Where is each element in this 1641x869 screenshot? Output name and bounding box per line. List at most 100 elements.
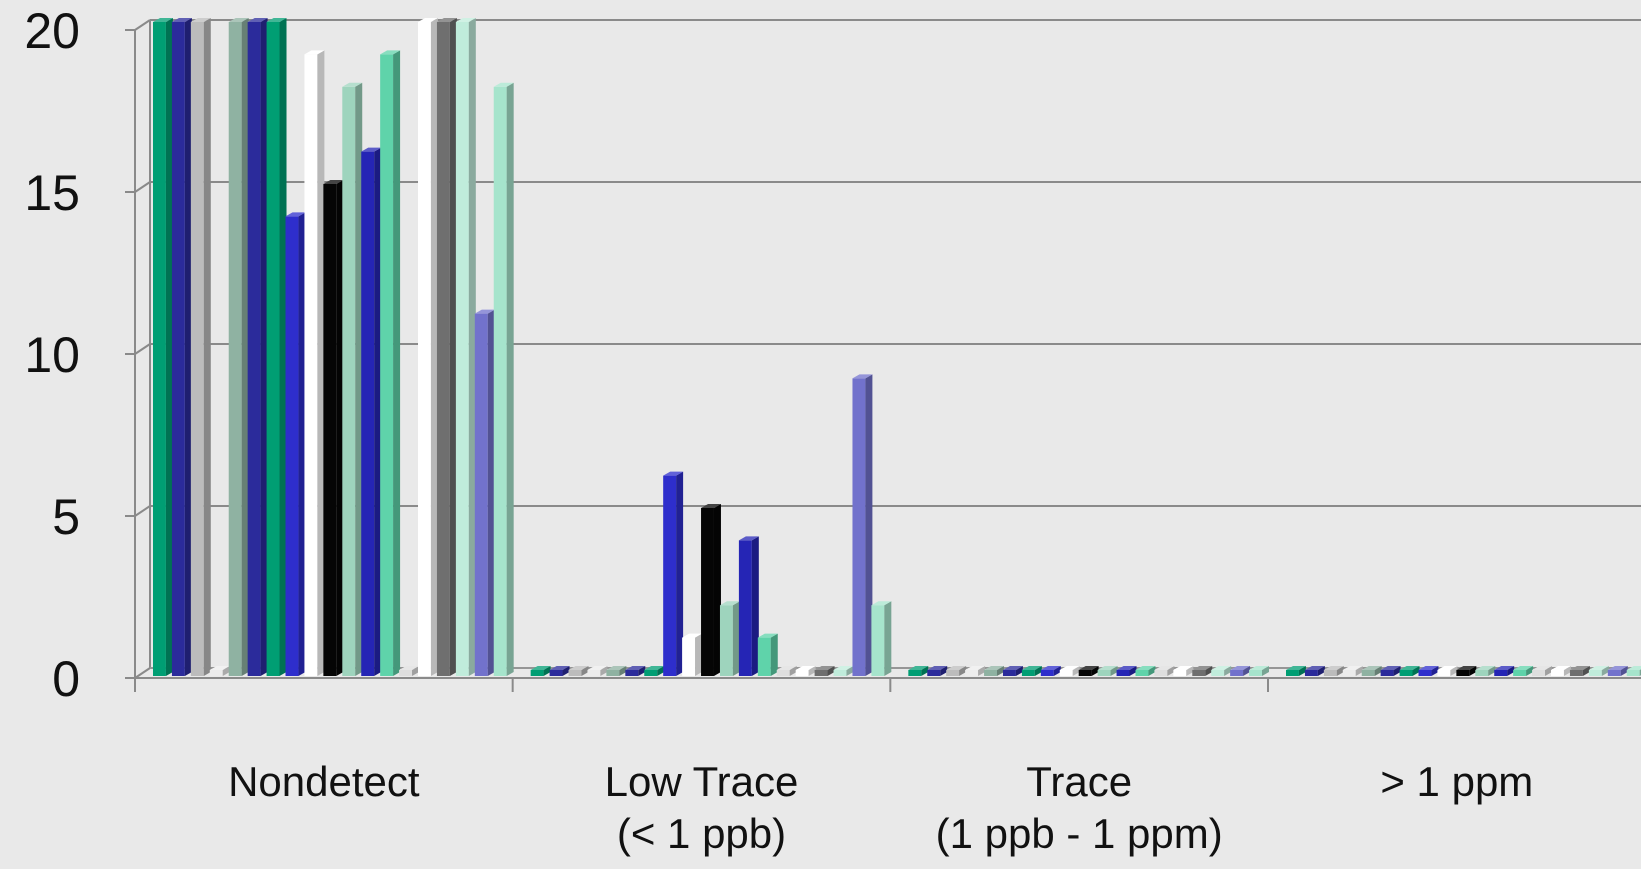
bar-top	[493, 82, 514, 87]
bar-top	[701, 504, 721, 508]
bar-top	[1040, 666, 1061, 670]
bar	[701, 504, 721, 676]
bar-front	[455, 22, 469, 676]
bar-front	[1342, 670, 1356, 676]
bar-front	[1607, 670, 1621, 676]
bar-top	[1230, 666, 1251, 670]
bar-front	[1040, 670, 1054, 676]
y-tick-label: 20	[24, 3, 80, 59]
y-tick-label: 15	[24, 165, 80, 221]
bar-front	[228, 22, 242, 676]
bar	[399, 666, 420, 676]
bar-side	[1488, 666, 1496, 676]
bar	[1494, 666, 1515, 676]
bar-side	[600, 666, 608, 676]
bar	[1361, 666, 1382, 676]
bar	[871, 601, 892, 676]
bar-side	[884, 601, 892, 676]
bar-front	[1588, 670, 1602, 676]
bar-front	[1437, 670, 1451, 676]
x-category-label: Nondetect	[228, 758, 420, 805]
bar-top	[1154, 666, 1175, 670]
bar-side	[657, 666, 665, 676]
bar-side	[827, 666, 835, 676]
bar-front	[323, 184, 337, 676]
bar-front	[946, 670, 960, 676]
bar	[380, 50, 401, 676]
axis-labels: 0 5 10 15 20 Nondetect Low Trace (< 1 ppb) Trace…	[24, 3, 1533, 857]
bar-top	[1532, 666, 1553, 670]
bar-front	[247, 22, 261, 676]
bar-front	[1021, 670, 1035, 676]
y-tick-label: 5	[52, 489, 80, 545]
bar-side	[770, 633, 778, 676]
bar	[587, 666, 608, 676]
bar-side	[1412, 666, 1420, 676]
bar-top	[399, 666, 420, 670]
bar-front	[1323, 670, 1337, 676]
x-category-label: (< 1 ppb)	[617, 810, 786, 857]
bar-front	[436, 22, 450, 676]
bar-top	[1323, 666, 1344, 670]
bar-front	[1399, 670, 1413, 676]
bar-top	[1097, 666, 1118, 670]
gridline-connector	[134, 181, 151, 193]
bar-side	[1243, 666, 1251, 676]
bar-front	[1380, 670, 1394, 676]
bar-front	[927, 670, 941, 676]
bar-side	[581, 666, 589, 676]
bar-front	[1135, 670, 1149, 676]
bar	[1304, 666, 1325, 676]
bar-side	[506, 82, 514, 677]
bar	[1040, 666, 1061, 676]
bar-front	[833, 670, 847, 676]
bar-side	[1355, 666, 1363, 676]
bars	[153, 18, 1641, 677]
bar	[1002, 666, 1023, 676]
bar-top	[1286, 666, 1306, 670]
bar	[493, 82, 514, 677]
bar-side	[789, 666, 797, 676]
bar-side	[1601, 666, 1609, 676]
bar-side	[996, 666, 1004, 676]
bar-side	[543, 666, 551, 676]
bar-front	[568, 670, 582, 676]
bar	[719, 601, 740, 676]
bar-top	[1551, 666, 1571, 670]
bar-top	[625, 666, 646, 670]
bar-top	[1361, 666, 1382, 670]
bar-front	[209, 670, 223, 676]
bar-side	[808, 666, 816, 676]
bar-side	[1317, 666, 1325, 676]
bar	[1513, 666, 1534, 676]
bar-side	[1431, 666, 1439, 676]
bar-top	[171, 18, 192, 22]
bar-top	[228, 18, 249, 22]
bar	[1551, 666, 1571, 676]
bar	[549, 666, 570, 676]
bar-front	[1361, 670, 1375, 676]
bar-front	[1192, 670, 1206, 676]
bar	[757, 633, 778, 676]
bar-top	[568, 666, 589, 670]
bar-front	[1173, 670, 1187, 676]
bar-top	[1399, 666, 1420, 670]
bar-side	[1393, 666, 1401, 676]
bar	[1532, 666, 1553, 676]
bar-side	[1110, 666, 1118, 676]
bar-top	[418, 18, 438, 22]
bar-front	[663, 475, 677, 676]
bar-top	[1135, 666, 1156, 670]
bar-top	[1021, 666, 1042, 670]
bar-top	[304, 50, 325, 55]
bar-side	[1545, 666, 1553, 676]
bar-front	[587, 670, 601, 676]
bar-front	[1551, 670, 1564, 676]
bar-side	[1091, 666, 1099, 676]
bar-top	[1588, 666, 1609, 670]
bar-top	[1342, 666, 1363, 670]
bar	[1475, 666, 1496, 676]
bar-side	[1563, 666, 1571, 676]
bar-front	[984, 670, 997, 676]
